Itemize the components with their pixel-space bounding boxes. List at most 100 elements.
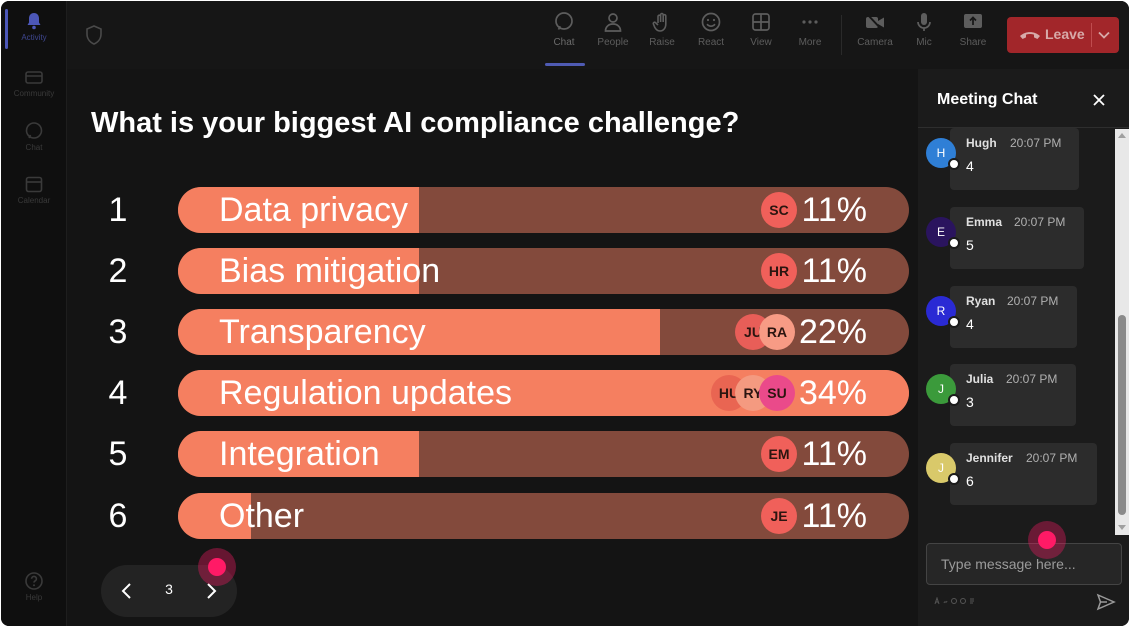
option-percent: 22% [798,313,867,351]
rail-item-activity[interactable]: Activity [1,11,67,42]
option-percent: 34% [798,374,867,412]
toolbar-camera-button[interactable]: Camera [850,11,900,48]
presence-indicator [948,158,960,170]
message-author: Hugh [966,136,997,150]
chat-message-input[interactable] [926,543,1122,585]
presence-indicator [948,316,960,328]
toolbar-raise-button[interactable]: Raise [637,11,687,48]
scroll-up-arrow-icon[interactable] [1118,133,1126,138]
calendar-icon [25,176,43,193]
message-author: Emma [966,215,1003,229]
rail-item-calendar[interactable]: Calendar [1,174,67,205]
message-bubble: Emma 20:07 PM 5 [950,207,1084,269]
toolbar-view-button[interactable]: View [736,11,786,48]
toolbar-mic-button[interactable]: Mic [899,11,949,48]
message-author: Ryan [966,294,996,308]
tool-label: Camera [857,37,893,48]
bell-icon [27,13,41,30]
leave-button[interactable]: Leave [1007,17,1119,53]
option-percent: 11% [801,252,867,290]
rail-item-community[interactable]: Community [1,67,67,98]
option-label: Transparency [219,313,426,351]
rail-item-help[interactable]: Help [1,571,67,602]
chat-icon [555,12,573,30]
presence-indicator [948,473,960,485]
presence-indicator [948,237,960,249]
rail-item-label: Community [13,89,55,98]
poll-option[interactable]: 1 Data privacy SC 11% [67,187,917,233]
poll-option[interactable]: 3 Transparency JU RA 22% [67,309,917,355]
community-icon [25,71,43,84]
click-indicator [208,558,226,576]
close-icon[interactable] [1090,91,1108,109]
voter-avatar: RA [759,314,795,350]
message-text: 4 [966,316,974,332]
leave-divider [1091,23,1092,47]
chevron-down-icon[interactable] [1097,29,1111,41]
message-time: 20:07 PM [1010,136,1062,150]
message-time: 20:07 PM [1006,372,1058,386]
chevron-right-icon[interactable] [199,579,223,603]
mic-icon [917,13,931,31]
option-percent: 11% [801,497,867,535]
option-percent: 11% [801,191,867,229]
react-icon [701,12,721,32]
option-bar-fill [178,493,251,539]
send-icon[interactable] [1096,593,1116,611]
option-bar: Bias mitigation HR 11% [178,248,909,294]
option-bar: Other JE 11% [178,493,909,539]
poll-stage: What is your biggest AI compliance chall… [67,69,917,626]
message-text: 4 [966,158,974,174]
view-grid-icon [752,13,770,31]
poll-option[interactable]: 6 Other JE 11% [67,493,917,539]
rail-active-indicator [5,9,8,49]
raise-hand-icon [652,12,667,32]
option-bar: Integration EM 11% [178,431,909,477]
camera-off-icon [866,13,884,32]
option-number: 5 [108,435,128,473]
option-number: 1 [108,191,128,229]
chevron-left-icon[interactable] [115,579,139,603]
toolbar-divider [841,15,842,55]
voter-avatar: SC [761,192,797,228]
toolbar-chat-button[interactable]: Chat [539,11,589,48]
option-bar-fill [178,248,419,294]
option-percent: 11% [801,435,867,473]
poll-option[interactable]: 4 Regulation updates HU RY SU 34% [67,370,917,416]
option-bar-fill [178,431,419,477]
click-indicator [1038,531,1056,549]
app-rail: Activity Community Chat Calendar Help [1,1,67,626]
poll-option[interactable]: 5 Integration EM 11% [67,431,917,477]
toolbar-more-button[interactable]: More [785,11,835,48]
option-number: 6 [108,497,128,535]
rail-item-label: Chat [25,143,43,152]
scroll-down-arrow-icon[interactable] [1118,525,1126,530]
more-icon [802,20,818,24]
format-toolbar[interactable] [934,596,976,607]
active-tool-indicator [545,63,585,66]
message-text: 5 [966,237,974,253]
toolbar-share-button[interactable]: Share [948,11,998,48]
toolbar-people-button[interactable]: People [588,11,638,48]
tool-label: People [597,37,629,48]
toolbar-react-button[interactable]: React [686,11,736,48]
chat-scrollbar[interactable] [1115,129,1129,535]
page-number: 3 [165,581,173,597]
rail-item-chat[interactable]: Chat [1,121,67,152]
rail-item-label: Activity [21,33,47,42]
poll-option[interactable]: 2 Bias mitigation HR 11% [67,248,917,294]
option-number: 3 [108,313,128,351]
option-number: 2 [108,252,128,290]
poll-question: What is your biggest AI compliance chall… [91,107,740,139]
option-bar-fill [178,309,660,355]
option-label: Data privacy [219,191,408,229]
scrollbar-thumb[interactable] [1118,315,1126,515]
voter-avatar: JE [761,498,797,534]
message-bubble: Julia 20:07 PM 3 [950,364,1076,426]
option-label: Other [219,497,305,535]
presence-indicator [948,394,960,406]
message-time: 20:07 PM [1014,215,1066,229]
option-bar-fill [178,187,419,233]
shield-icon[interactable] [85,25,103,45]
